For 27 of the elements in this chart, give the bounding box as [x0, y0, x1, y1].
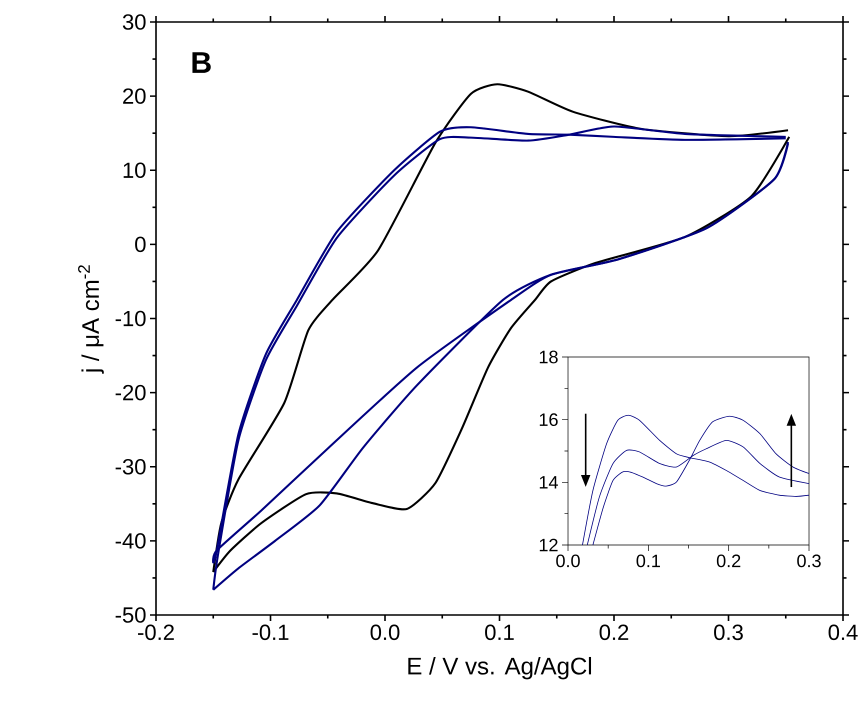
y-tick-label: 0: [135, 236, 146, 252]
y-tick-label: 18: [540, 350, 558, 364]
y-tick-label: 12: [540, 538, 558, 552]
x-tick-label: 0.0: [370, 624, 400, 640]
x-axis-title: E / V vs. Ag/AgCl: [408, 656, 592, 680]
x-tick-label: -0.2: [138, 624, 174, 640]
y-tick-label: -40: [116, 533, 146, 549]
y-tick-label: -20: [116, 384, 146, 400]
x-tick-label: 0.3: [714, 624, 743, 640]
y-tick-label: 30: [122, 14, 146, 30]
y-axis-title: j / μA cm$^{-2}$: [78, 265, 104, 374]
x-tick-label: 0.3: [797, 554, 821, 568]
x-tick-label: 0.1: [485, 624, 514, 640]
y-tick-label: -10: [116, 310, 146, 326]
x-tick-label: -0.1: [252, 624, 288, 640]
x-tick-label: 0.2: [716, 554, 740, 568]
y-tick-label: 20: [123, 88, 146, 104]
y-tick-label: 16: [540, 413, 558, 426]
y-tick-label: -30: [116, 458, 146, 475]
x-tick-label: 0.0: [556, 554, 580, 568]
annotation: B: [192, 52, 211, 73]
x-tick-label: 0.1: [636, 554, 660, 568]
x-tick-label: 0.2: [600, 624, 628, 640]
y-tick-label: 10: [124, 162, 146, 178]
x-tick-label: 0.4: [828, 624, 858, 640]
y-tick-label: -50: [116, 607, 146, 623]
y-tick-label: 14: [540, 476, 558, 489]
